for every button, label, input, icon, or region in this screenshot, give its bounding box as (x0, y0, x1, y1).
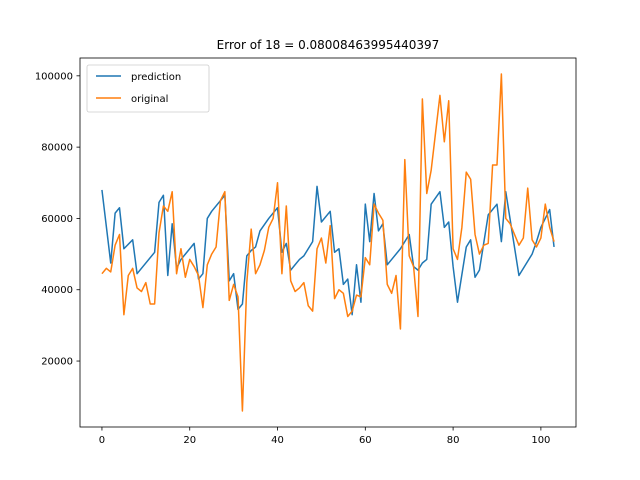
x-tick-label: 20 (183, 435, 196, 446)
x-tick-label: 0 (99, 435, 105, 446)
legend: prediction original (86, 64, 210, 113)
plot-frame (79, 57, 577, 428)
series-line-original (101, 73, 555, 412)
y-axis: 20000 40000 60000 80000 100000 (35, 71, 80, 368)
y-tick-label: 40000 (41, 285, 73, 296)
y-tick-label: 100000 (35, 71, 73, 82)
chart-title: Error of 18 = 0.08008463995440397 (217, 38, 440, 52)
x-tick-label: 100 (531, 435, 550, 446)
x-tick-label: 80 (447, 435, 460, 446)
x-tick-label: 40 (271, 435, 284, 446)
series-line-prediction (101, 185, 555, 316)
y-tick-label: 20000 (41, 357, 73, 368)
series-layer (101, 73, 555, 412)
legend-label-prediction: prediction (131, 72, 181, 83)
legend-label-original: original (131, 94, 168, 105)
x-axis: 0 20 40 60 80 100 (99, 427, 550, 446)
y-tick-label: 60000 (41, 214, 73, 225)
x-tick-label: 60 (359, 435, 372, 446)
y-tick-label: 80000 (41, 143, 73, 154)
